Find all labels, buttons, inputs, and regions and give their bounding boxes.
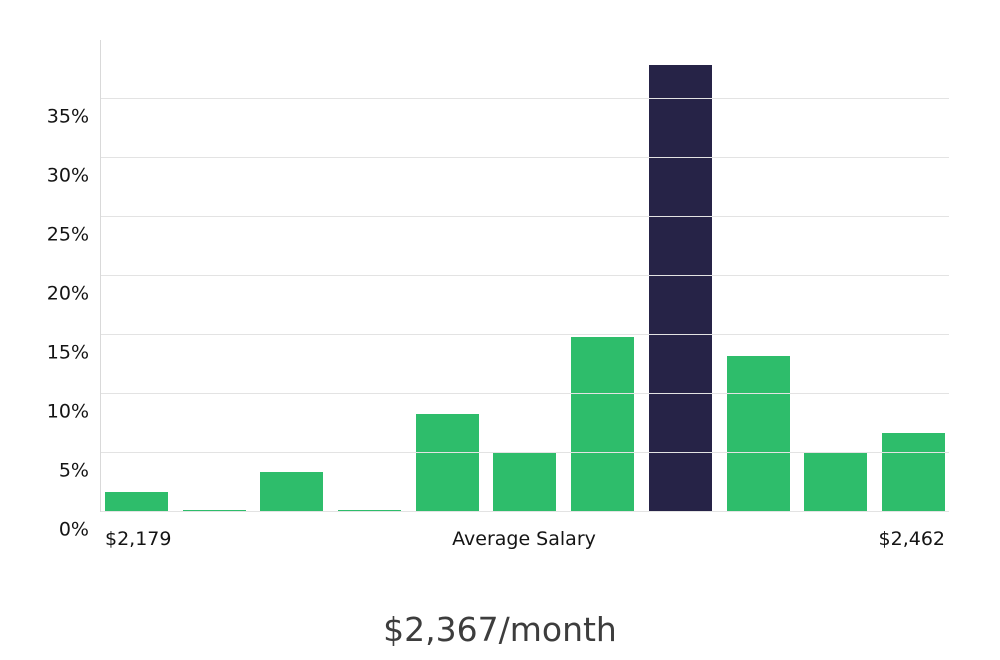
gridline: 5% xyxy=(59,452,949,480)
gridline: 10% xyxy=(47,393,949,421)
y-tick-label: 25% xyxy=(46,223,89,246)
gridline: 30% xyxy=(47,157,949,185)
bar-highlighted xyxy=(648,64,712,512)
y-tick-label: 30% xyxy=(46,164,89,187)
gridline: 35% xyxy=(47,98,949,126)
x-axis-max-label: $2,462 xyxy=(878,528,945,550)
gridline: 25% xyxy=(47,216,949,244)
bar-group xyxy=(105,40,945,512)
y-tick-label: 20% xyxy=(46,282,89,305)
y-tick-label: 10% xyxy=(46,400,89,423)
bar xyxy=(105,491,168,512)
gridline: 20% xyxy=(47,275,949,303)
bar xyxy=(571,337,635,512)
gridline: 15% xyxy=(47,334,949,362)
y-tick-label: 0% xyxy=(58,518,89,541)
gridline: 0% xyxy=(59,511,949,539)
x-axis-labels: $2,179 Average Salary $2,462 xyxy=(100,528,948,556)
y-tick-label: 5% xyxy=(58,459,89,482)
y-tick-label: 35% xyxy=(46,105,89,128)
plot-area: 0% 5% 10% 15% 20% 25% 30% 35% xyxy=(47,40,949,539)
bar xyxy=(260,471,324,512)
bar xyxy=(881,432,945,512)
chart-title: $2,367/month xyxy=(383,610,617,649)
bar xyxy=(726,356,790,512)
bar xyxy=(415,414,479,512)
x-axis-center-label: Average Salary xyxy=(452,528,596,550)
bar xyxy=(804,453,868,512)
bar xyxy=(493,453,557,512)
x-axis-min-label: $2,179 xyxy=(105,528,172,550)
y-tick-label: 15% xyxy=(46,341,89,364)
